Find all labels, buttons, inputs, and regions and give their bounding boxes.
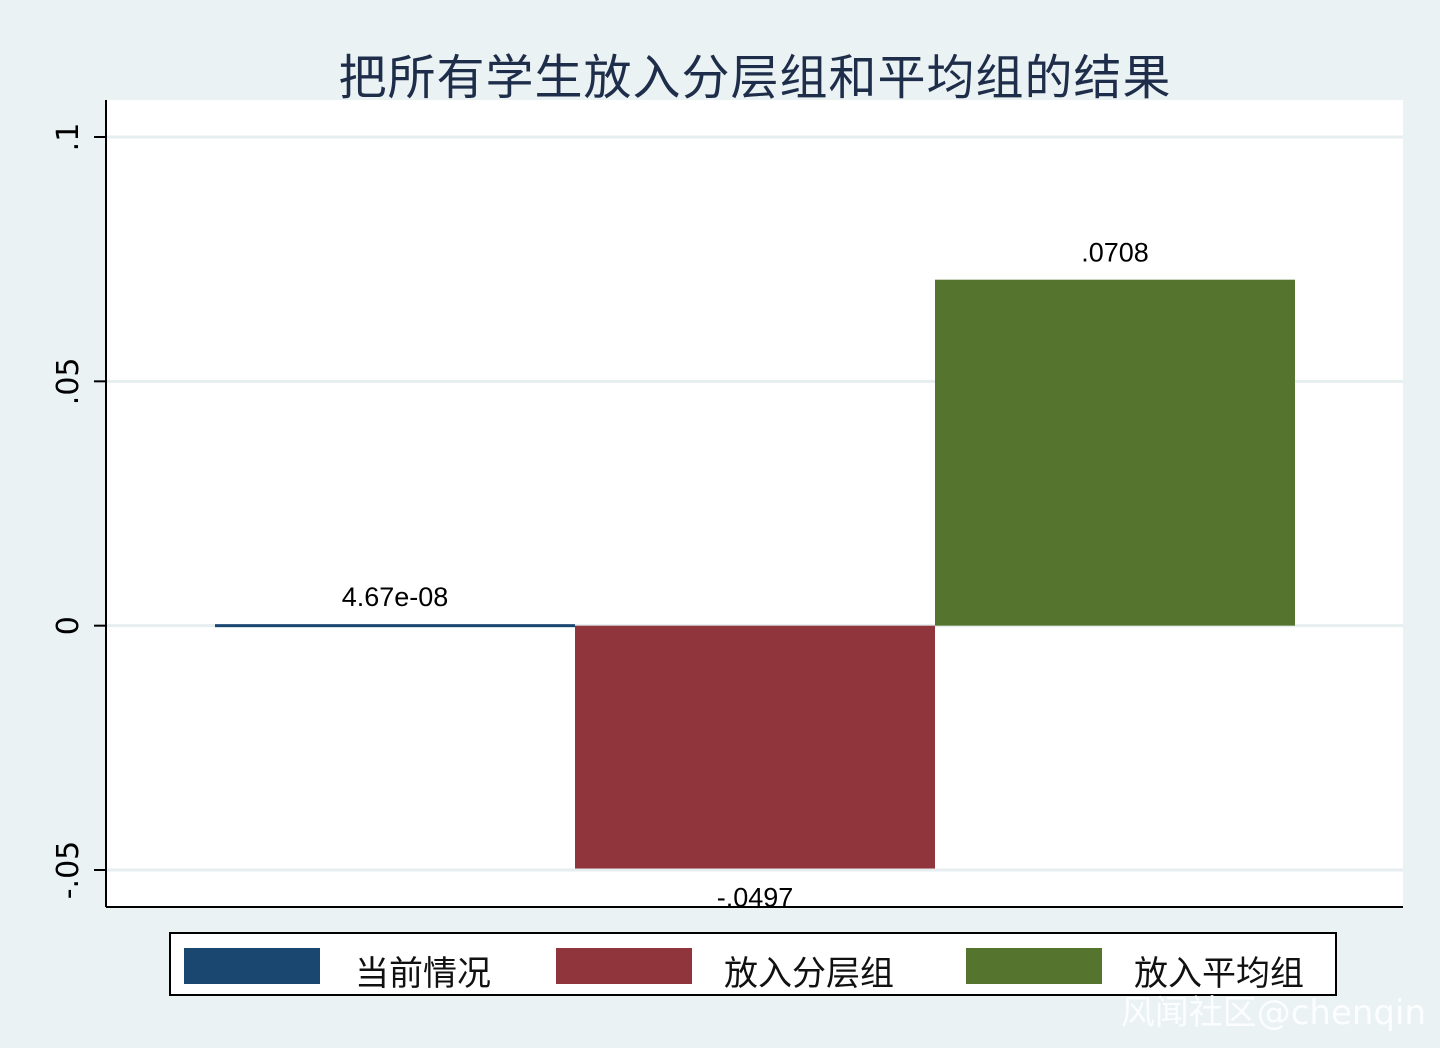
legend-swatch-current (184, 948, 320, 984)
bar (575, 625, 935, 869)
bar (935, 279, 1295, 626)
chart-legend: 当前情况 放入分层组 放入平均组 (169, 932, 1337, 996)
legend-label-tracked: 放入分层组 (724, 954, 894, 994)
legend-label-mixed: 放入平均组 (1134, 954, 1304, 994)
y-tick-label: .1 (51, 123, 86, 152)
legend-swatch-mixed (966, 948, 1102, 984)
y-tick-label: .05 (51, 357, 86, 405)
watermark-text: 风闻社区@chenqin (1120, 993, 1426, 1033)
y-tick-label: -.05 (51, 841, 86, 900)
chart-title: 把所有学生放入分层组和平均组的结果 (338, 50, 1172, 106)
bar-data-label: .0708 (1081, 238, 1149, 268)
bar-data-label: -.0497 (717, 883, 794, 913)
bar (215, 624, 575, 628)
legend-swatch-tracked (556, 948, 692, 984)
legend-label-current: 当前情况 (355, 954, 491, 994)
bar-data-label: 4.67e-08 (342, 582, 449, 612)
y-tick-label: 0 (51, 616, 86, 635)
